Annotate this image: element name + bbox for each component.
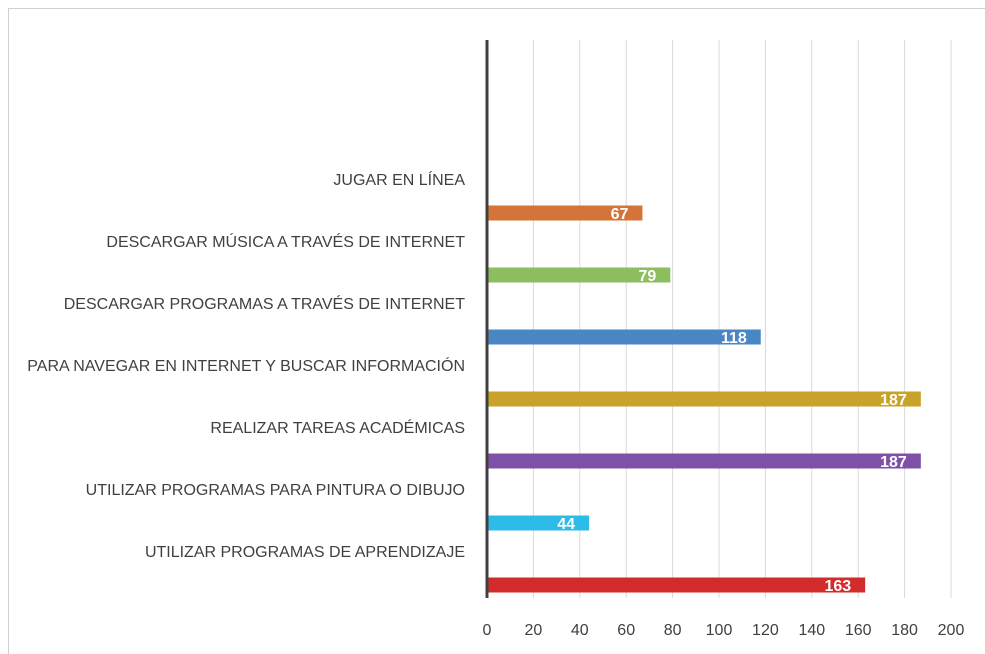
- category-label: JUGAR EN LÍNEA: [333, 170, 465, 189]
- category-label: DESCARGAR MÚSICA A TRAVÉS DE INTERNET: [106, 232, 465, 251]
- category-label: UTILIZAR PROGRAMAS DE APRENDIZAJE: [145, 544, 465, 561]
- bar: [487, 391, 921, 407]
- bar: [487, 577, 866, 593]
- value-label: 67: [611, 206, 629, 223]
- category-label: DESCARGAR PROGRAMAS A TRAVÉS DE INTERNET: [64, 294, 465, 313]
- x-tick-label: 60: [617, 622, 635, 639]
- value-label: 163: [824, 578, 851, 595]
- x-tick-label: 40: [571, 622, 589, 639]
- x-tick-label: 80: [664, 622, 682, 639]
- x-tick-label: 160: [845, 622, 872, 639]
- value-label: 44: [557, 516, 575, 533]
- x-tick-label: 20: [525, 622, 543, 639]
- bar: [487, 267, 671, 283]
- bar: [487, 205, 643, 221]
- x-tick-label: 100: [706, 622, 733, 639]
- value-label: 187: [880, 392, 907, 409]
- x-tick-label: 180: [891, 622, 918, 639]
- x-tick-label: 200: [938, 622, 965, 639]
- x-tick-label: 0: [483, 622, 492, 639]
- value-label: 118: [721, 330, 747, 347]
- x-tick-label: 120: [752, 622, 779, 639]
- bar: [487, 329, 761, 345]
- bar: [487, 515, 590, 531]
- category-label: PARA NAVEGAR EN INTERNET Y BUSCAR INFORM…: [27, 356, 465, 375]
- bar: [487, 453, 921, 469]
- category-label: UTILIZAR PROGRAMAS PARA PINTURA O DIBUJO: [86, 482, 465, 499]
- x-tick-label: 140: [798, 622, 825, 639]
- category-label: REALIZAR TAREAS ACADÉMICAS: [210, 418, 465, 437]
- value-label: 79: [638, 268, 656, 285]
- value-label: 187: [880, 454, 907, 471]
